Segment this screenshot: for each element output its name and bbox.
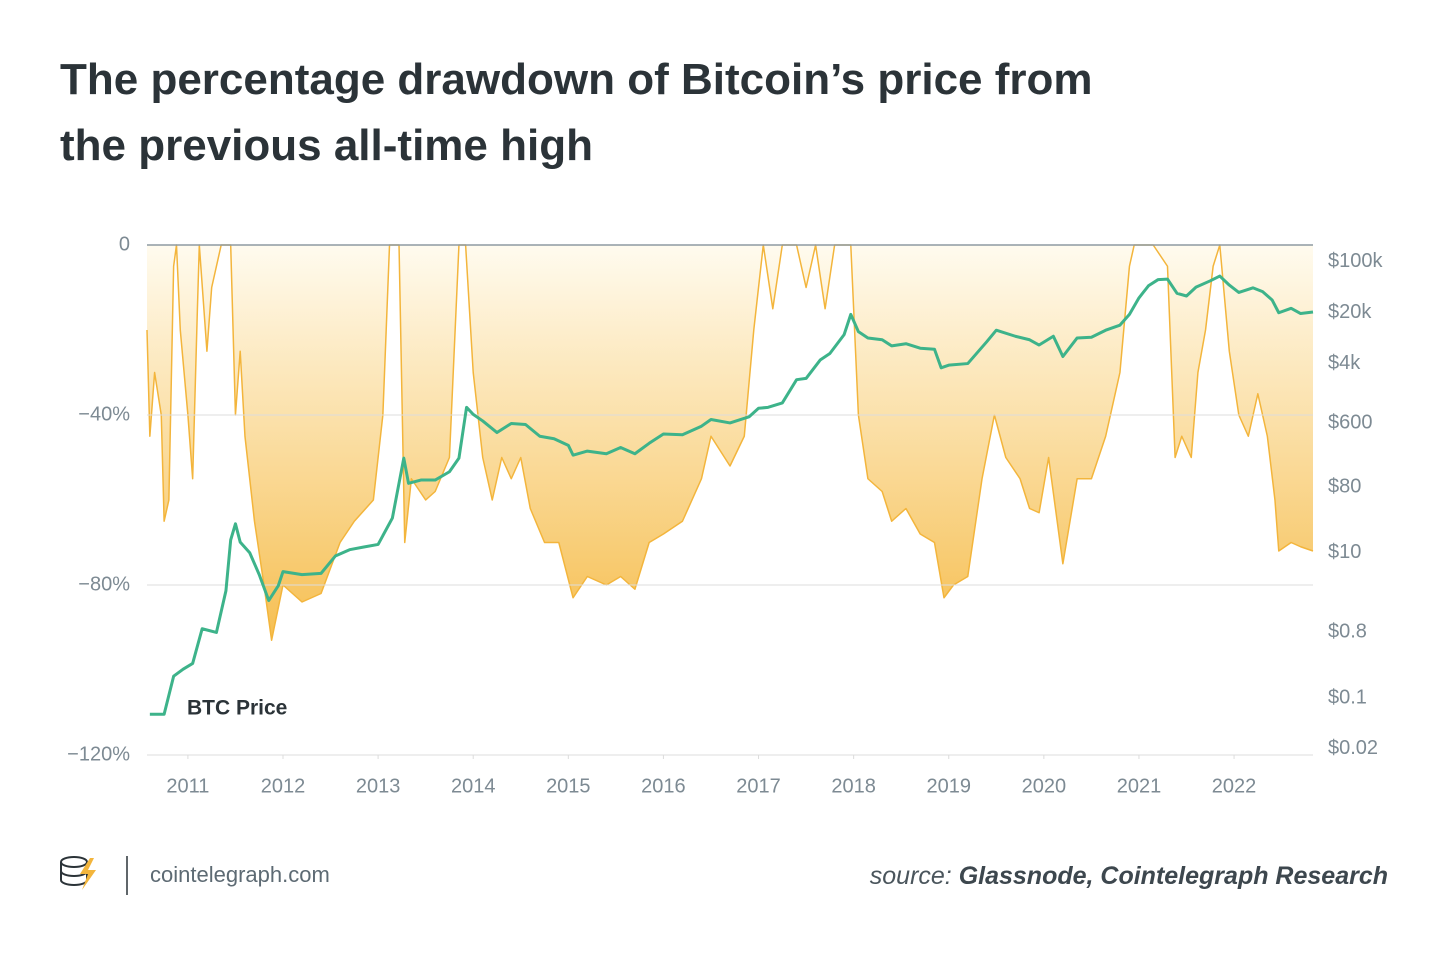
- x-tick-label: 2016: [641, 775, 686, 797]
- y2-tick-label: $80: [1328, 475, 1361, 497]
- drawdown-area: [147, 245, 1313, 641]
- y2-tick-label: $4k: [1328, 352, 1361, 374]
- y2-tick-label: $20k: [1328, 301, 1372, 323]
- y2-tick-label: $0.02: [1328, 737, 1378, 759]
- y-tick-label: −40%: [78, 403, 130, 425]
- x-tick-label: 2012: [261, 775, 306, 797]
- y2-tick-label: $10: [1328, 541, 1361, 563]
- x-tick-label: 2019: [926, 775, 971, 797]
- logo: [60, 856, 96, 890]
- x-tick-label: 2013: [356, 775, 401, 797]
- y2-tick-label: $100k: [1328, 250, 1383, 272]
- chart-title: The percentage drawdown of Bitcoin’s pri…: [60, 55, 1093, 170]
- y-tick-label: −80%: [78, 573, 130, 595]
- y2-tick-label: $0.1: [1328, 686, 1367, 708]
- y-tick-label: −120%: [67, 743, 130, 765]
- x-tick-label: 2014: [451, 775, 496, 797]
- site-name: cointelegraph.com: [150, 862, 330, 887]
- price-line: [149, 274, 1314, 716]
- y2-tick-label: $600: [1328, 412, 1373, 434]
- x-tick-label: 2017: [736, 775, 781, 797]
- x-tick-label: 2015: [546, 775, 591, 797]
- plot-area: 0 −40% −80% −120% $100k $20k $4k $600 $80 $10 $0.8…: [67, 233, 1383, 797]
- y2-tick-label: $0.8: [1328, 621, 1367, 643]
- y-tick-label: 0: [119, 233, 130, 255]
- x-tick-label: 2021: [1117, 775, 1162, 797]
- x-tick-label: 2018: [831, 775, 876, 797]
- x-tick-label: 2011: [166, 775, 209, 797]
- x-tick-label: 2020: [1022, 775, 1067, 797]
- x-tick-label: 2022: [1212, 775, 1257, 797]
- source-text: Glassnode, Cointelegraph Research: [959, 862, 1388, 890]
- source: source: Glassnode, Cointelegraph Researc…: [870, 862, 1388, 890]
- series-annotation: BTC Price: [187, 697, 287, 720]
- source-label: source:: [870, 862, 952, 890]
